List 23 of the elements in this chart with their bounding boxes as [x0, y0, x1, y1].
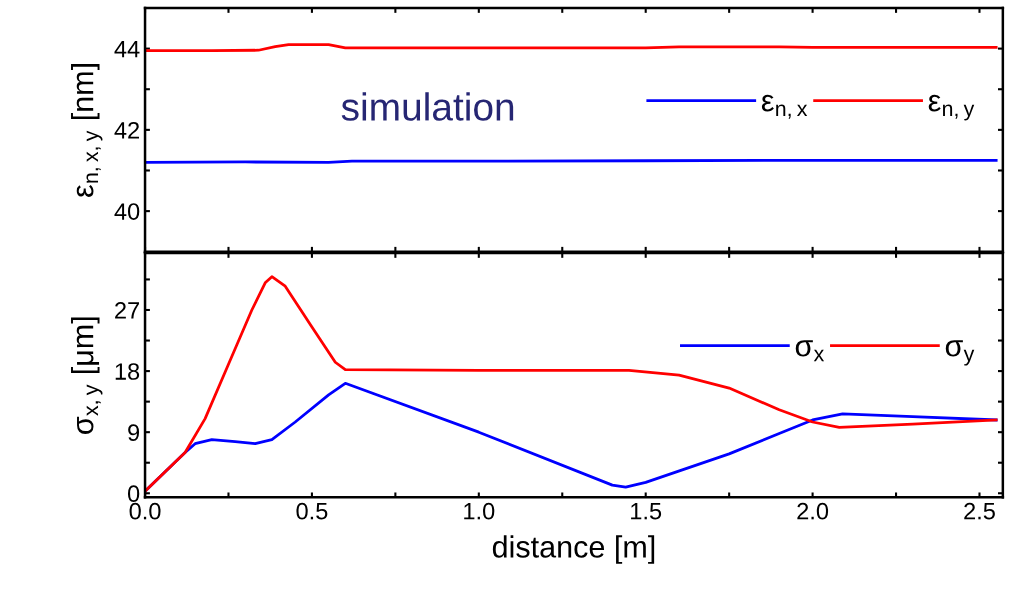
y-tick-label: 27: [115, 302, 139, 319]
y-tick-label: 0: [127, 485, 140, 503]
legend-label: ε$_{n,x}$: [761, 94, 808, 119]
x-tick-label: 0.0: [129, 502, 161, 520]
x-tick-label: 1.0: [464, 502, 495, 520]
x-tick-label: 1.5: [631, 503, 662, 520]
y-tick-label: 9: [128, 424, 140, 441]
line-series: [145, 275, 998, 493]
y-tick-label: 42: [114, 121, 139, 139]
legend-label: σ$_{x}$: [795, 340, 825, 362]
y-tick-label: 18: [115, 363, 140, 380]
x-axis-title: distance [m]: [492, 535, 655, 564]
legend-label: σ$_{y}$: [945, 340, 975, 366]
x-tick-label: 0.5: [296, 502, 328, 520]
y-axis-title: ε$_{n,x,y}$ [nm]: [71, 64, 103, 197]
line-series: [145, 43, 998, 53]
x-tick-label: 2.5: [964, 502, 995, 520]
y-tick-label: 44: [114, 40, 140, 58]
annotation: simulation: [341, 92, 514, 121]
y-axis-title: σ$_{x,y}$ [μm]: [71, 317, 103, 434]
legend-label: ε$_{n,y}$: [928, 94, 975, 121]
y-tick-label: 40: [114, 203, 140, 220]
x-tick-label: 2.0: [797, 502, 829, 520]
